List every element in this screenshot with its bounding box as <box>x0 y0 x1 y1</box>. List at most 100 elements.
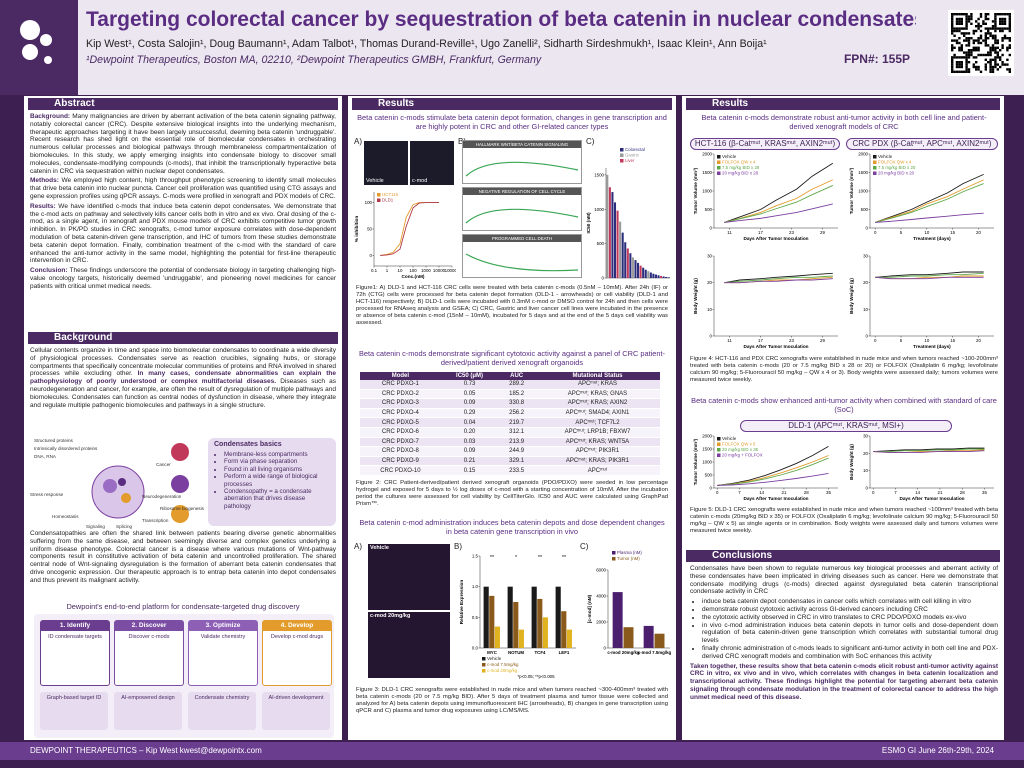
qr-module <box>996 56 999 59</box>
body-weight-chart: 0 10 20 30 0 7 14 21 28 35 Days After Tumor Inocul… <box>849 434 994 501</box>
basics-item: Membrane-less compartments <box>224 451 332 458</box>
qr-module <box>1001 37 1004 40</box>
step-text: Discover c-mods <box>128 634 170 640</box>
text: Diseases such as neurodegeneration and c… <box>30 378 336 409</box>
conclusions: Condensates have been shown to regulate … <box>690 565 998 739</box>
x-tick-label: 11 <box>727 230 732 235</box>
shape <box>40 34 52 46</box>
y-tick-label: 0 <box>866 226 869 231</box>
qr-module <box>979 37 983 40</box>
y-tick-label: 1500 <box>702 447 712 452</box>
qr-module <box>965 27 968 30</box>
x-axis-label: Conc.(nM) <box>402 274 425 279</box>
qr-module <box>953 34 956 37</box>
qr-module <box>996 27 999 30</box>
x-tick-label: 0 <box>874 338 877 343</box>
qr-module <box>967 44 971 47</box>
qr-module <box>994 41 997 45</box>
table-cell: APCᵐᵘᵗ; PIK3R1 <box>534 446 660 457</box>
y-axis-label: % inhibition <box>354 216 359 243</box>
legend-label: c-mod 7.5mg/kg <box>487 662 519 667</box>
paragraph-label: Results: <box>30 202 56 210</box>
qr-module <box>1006 27 1009 30</box>
gsea-panel: HALLMARK WNT/BETA CATENIN SIGNALING <box>462 140 582 184</box>
legend-swatch <box>717 171 721 175</box>
figure-caption: Figure 5: DLD-1 CRC xenografts were esta… <box>690 507 998 534</box>
legend-swatch <box>873 160 877 164</box>
qr-module <box>1008 13 1011 16</box>
qr-module <box>984 37 987 40</box>
conclusions-summary: Taken together, these results show that … <box>690 662 998 701</box>
qr-module <box>967 68 971 71</box>
qr-module <box>1003 17 1007 21</box>
legend-swatch <box>612 557 616 561</box>
figure-caption: Figure1: A) DLD-1 and HCT-116 CRC cells … <box>356 285 668 326</box>
step-title: 2. Discover <box>115 621 183 631</box>
qr-module <box>963 13 966 16</box>
bar <box>611 192 614 278</box>
gsea-curve <box>465 208 579 224</box>
qr-module <box>965 65 968 69</box>
y-axis-label: Body Weight (g) <box>849 278 854 314</box>
ihc-image: c-mod 20mg/kg <box>368 612 450 678</box>
paragraph-label: Background: <box>30 113 71 120</box>
qr-module <box>989 58 992 61</box>
qr-module <box>958 41 961 45</box>
series-line <box>724 179 834 223</box>
qr-module <box>955 17 959 21</box>
qr-module <box>1003 34 1007 37</box>
qr-module <box>960 20 963 23</box>
y-tick-label: 0 <box>710 486 713 491</box>
table-cell: 233.5 <box>498 465 535 476</box>
qr-module <box>958 61 961 64</box>
bar <box>537 598 543 648</box>
y-axis-label: Body Weight (g) <box>849 444 854 480</box>
qr-module <box>960 44 963 47</box>
legend-label: Liver <box>625 158 635 163</box>
qr-module <box>999 65 1002 69</box>
qr-module <box>960 22 963 25</box>
diagram-label: Structured proteins <box>34 438 74 443</box>
bar <box>531 586 537 648</box>
qr-module <box>1006 68 1009 71</box>
x-tick-label: 20 <box>976 230 981 235</box>
section-heading: Results <box>352 98 672 110</box>
gsea-title: NEGATIVE REGULATION OF CELL CYCLE <box>479 189 566 194</box>
qr-module <box>987 29 990 33</box>
qr-module <box>982 53 985 57</box>
y-tick-label: 20 <box>863 280 868 285</box>
section-heading: Results <box>686 98 1000 110</box>
qr-module <box>965 20 968 23</box>
qr-module <box>958 13 961 16</box>
paragraph-text: We have identified c-mods that induce be… <box>30 202 336 265</box>
y-tick-label: 1000 <box>702 189 712 194</box>
x-tick-label: c-mod 20mg/kg <box>607 650 640 655</box>
table-cell: APCᵐᵘᵗ; KRAS; PIK3R1 <box>534 456 660 467</box>
x-tick-label: 10 <box>924 338 929 343</box>
y-tick-label: 0 <box>710 334 713 339</box>
qr-module <box>1006 46 1009 49</box>
y-tick-label: 0 <box>710 226 713 231</box>
bar <box>624 242 627 278</box>
paragraph-text: These findings underscore the potential … <box>30 267 336 290</box>
qr-module <box>991 58 995 61</box>
y-tick-label: 10 <box>863 468 868 473</box>
bar <box>507 586 513 648</box>
bar <box>494 626 500 648</box>
bar <box>643 625 654 648</box>
bar <box>667 277 670 278</box>
y-tick-label: 1000 <box>858 189 868 194</box>
qr-module <box>958 65 961 69</box>
qr-module <box>1008 44 1011 47</box>
qr-module <box>955 61 959 64</box>
y-tick-label: 0 <box>866 334 869 339</box>
qr-module <box>994 27 997 30</box>
qr-module <box>951 68 954 71</box>
qr-module <box>994 39 997 42</box>
table-row: CRC PDXO-6 0.20 312.1 APCᵐᵘᵗ; LRP1B; FBXW7 <box>360 427 660 438</box>
qr-module <box>958 22 961 25</box>
bar <box>619 221 622 278</box>
qr-module <box>967 53 971 57</box>
qr-module <box>955 65 959 69</box>
series-line <box>724 278 833 284</box>
